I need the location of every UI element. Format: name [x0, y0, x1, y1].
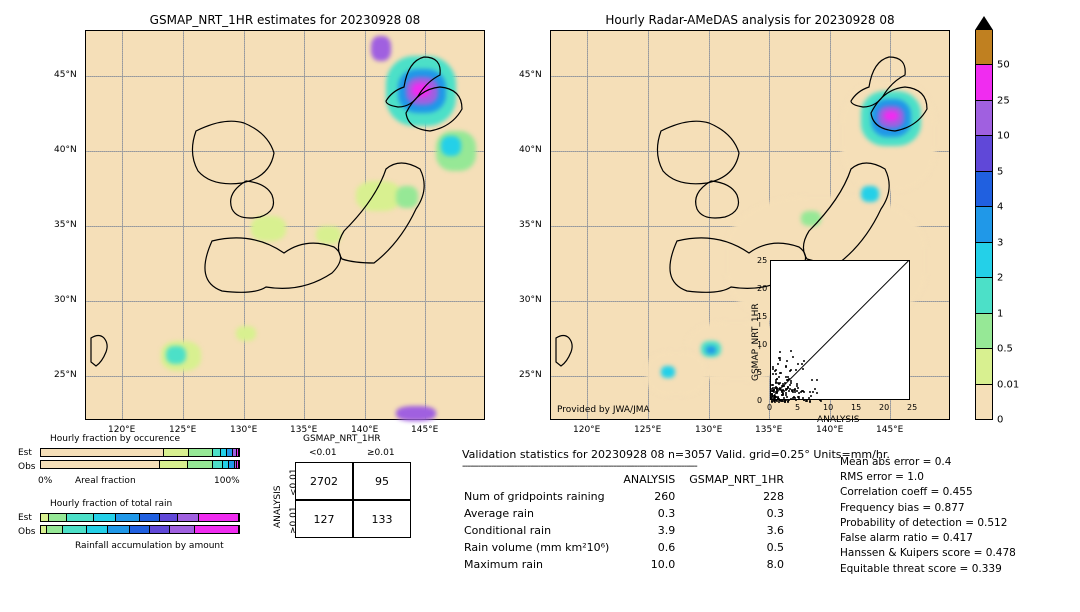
- colorbar-segment: [975, 172, 993, 207]
- stat-item: Mean abs error = 0.4: [840, 455, 1016, 470]
- right-map-title: Hourly Radar-AMeDAS analysis for 2023092…: [551, 13, 949, 27]
- y-tick: 45°N: [54, 70, 77, 80]
- bar-row: [40, 525, 240, 534]
- contingency-cell: 127: [295, 500, 353, 538]
- stat-item: Hanssen & Kuipers score = 0.478: [840, 546, 1016, 561]
- colorbar-tick: 10: [997, 131, 1010, 142]
- bar-row-label: Obs: [18, 527, 36, 537]
- contingency-cell: 95: [353, 462, 411, 500]
- bar-chart-title: Hourly fraction of total rain: [50, 499, 172, 509]
- colorbar-segment: [975, 314, 993, 349]
- left-map-title: GSMAP_NRT_1HR estimates for 20230928 08: [86, 13, 484, 27]
- hourly-occurrence-chart: Hourly fraction by occurenceEstObsAreal …: [40, 448, 240, 472]
- y-tick: 45°N: [519, 70, 542, 80]
- x-tick: 145°E: [876, 425, 903, 435]
- coastlines: [86, 31, 486, 421]
- colorbar-tick: 25: [997, 95, 1010, 106]
- colorbar-segment: [975, 65, 993, 100]
- colorbar-tick: 4: [997, 202, 1003, 213]
- colorbar-segment: [975, 243, 993, 278]
- stat-item: Equitable threat score = 0.339: [840, 562, 1016, 577]
- contingency-cell: 2702: [295, 462, 353, 500]
- bar-row-label: Obs: [18, 462, 36, 472]
- x-tick: 135°E: [755, 425, 782, 435]
- bar-axis-label: Rainfall accumulation by amount: [75, 541, 224, 551]
- y-tick: 35°N: [54, 220, 77, 230]
- stats-list: Mean abs error = 0.4RMS error = 1.0Corre…: [840, 455, 1016, 577]
- x-tick: 120°E: [573, 425, 600, 435]
- stat-item: Correlation coeff = 0.455: [840, 485, 1016, 500]
- stat-item: Frequency bias = 0.877: [840, 501, 1016, 516]
- colorbar-tick: 0.01: [997, 379, 1019, 390]
- colorbar-segment: [975, 207, 993, 242]
- x-tick: 145°E: [411, 425, 438, 435]
- scatter-xlabel: ANALYSIS: [817, 415, 859, 425]
- colorbar-tick: 0.5: [997, 344, 1013, 355]
- y-tick: 30°N: [519, 295, 542, 305]
- bar-axis-label: Areal fraction: [75, 476, 136, 486]
- table-row: Maximum rain10.08.0: [464, 557, 796, 572]
- colorbar-segment: [975, 349, 993, 384]
- scatter-inset: 00551010151520202525ANALYSISGSMAP_NRT_1H…: [770, 260, 910, 400]
- table-row: Rain volume (mm km²10⁶)0.60.5: [464, 540, 796, 555]
- gsmap-left-panel: GSMAP_NRT_1HR estimates for 20230928 08 …: [85, 30, 485, 420]
- bar-row: [40, 513, 240, 522]
- table-row: Num of gridpoints raining260228: [464, 489, 796, 504]
- colorbar-tick: 50: [997, 60, 1010, 71]
- scatter-ylabel: GSMAP_NRT_1HR: [751, 303, 761, 381]
- bar-row: [40, 448, 240, 457]
- validation-header: Validation statistics for 20230928 08 n=…: [462, 448, 890, 461]
- stat-item: Probability of detection = 0.512: [840, 516, 1016, 531]
- validation-table: ANALYSISGSMAP_NRT_1HR Num of gridpoints r…: [462, 470, 798, 574]
- x-tick: 125°E: [634, 425, 661, 435]
- hourly-total-rain-chart: Hourly fraction of total rainEstObsRainf…: [40, 513, 240, 537]
- colorbar-tick: 2: [997, 273, 1003, 284]
- stat-item: RMS error = 1.0: [840, 470, 1016, 485]
- colorbar-segment: [975, 385, 993, 420]
- table-row: Conditional rain3.93.6: [464, 523, 796, 538]
- colorbar: 00.010.512345102550: [975, 30, 993, 420]
- contingency-cell: 133: [353, 500, 411, 538]
- x-tick: 130°E: [230, 425, 257, 435]
- contingency-row-header: ANALYSIS: [273, 486, 283, 528]
- y-tick: 40°N: [54, 145, 77, 155]
- y-tick: 25°N: [54, 370, 77, 380]
- colorbar-tick: 3: [997, 237, 1003, 248]
- colorbar-segment: [975, 30, 993, 65]
- x-tick: 130°E: [695, 425, 722, 435]
- colorbar-tick: 0: [997, 415, 1003, 426]
- y-tick: 25°N: [519, 370, 542, 380]
- x-tick: 140°E: [816, 425, 843, 435]
- table-col-header: GSMAP_NRT_1HR: [689, 472, 796, 487]
- attribution: Provided by JWA/JMA: [557, 405, 650, 415]
- stat-item: False alarm ratio = 0.417: [840, 531, 1016, 546]
- contingency-col-header: GSMAP_NRT_1HR: [303, 434, 381, 444]
- y-tick: 40°N: [519, 145, 542, 155]
- bar-row-label: Est: [18, 513, 32, 523]
- bar-row-label: Est: [18, 448, 32, 458]
- bar-row: [40, 460, 240, 469]
- y-tick: 35°N: [519, 220, 542, 230]
- colorbar-tick: 1: [997, 308, 1003, 319]
- y-tick: 30°N: [54, 295, 77, 305]
- colorbar-segment: [975, 101, 993, 136]
- bar-chart-title: Hourly fraction by occurence: [50, 434, 180, 444]
- colorbar-tick: 5: [997, 166, 1003, 177]
- colorbar-overflow-icon: [975, 16, 993, 30]
- colorbar-segment: [975, 278, 993, 313]
- colorbar-segment: [975, 136, 993, 171]
- table-col-header: ANALYSIS: [623, 472, 687, 487]
- table-row: Average rain0.30.3: [464, 506, 796, 521]
